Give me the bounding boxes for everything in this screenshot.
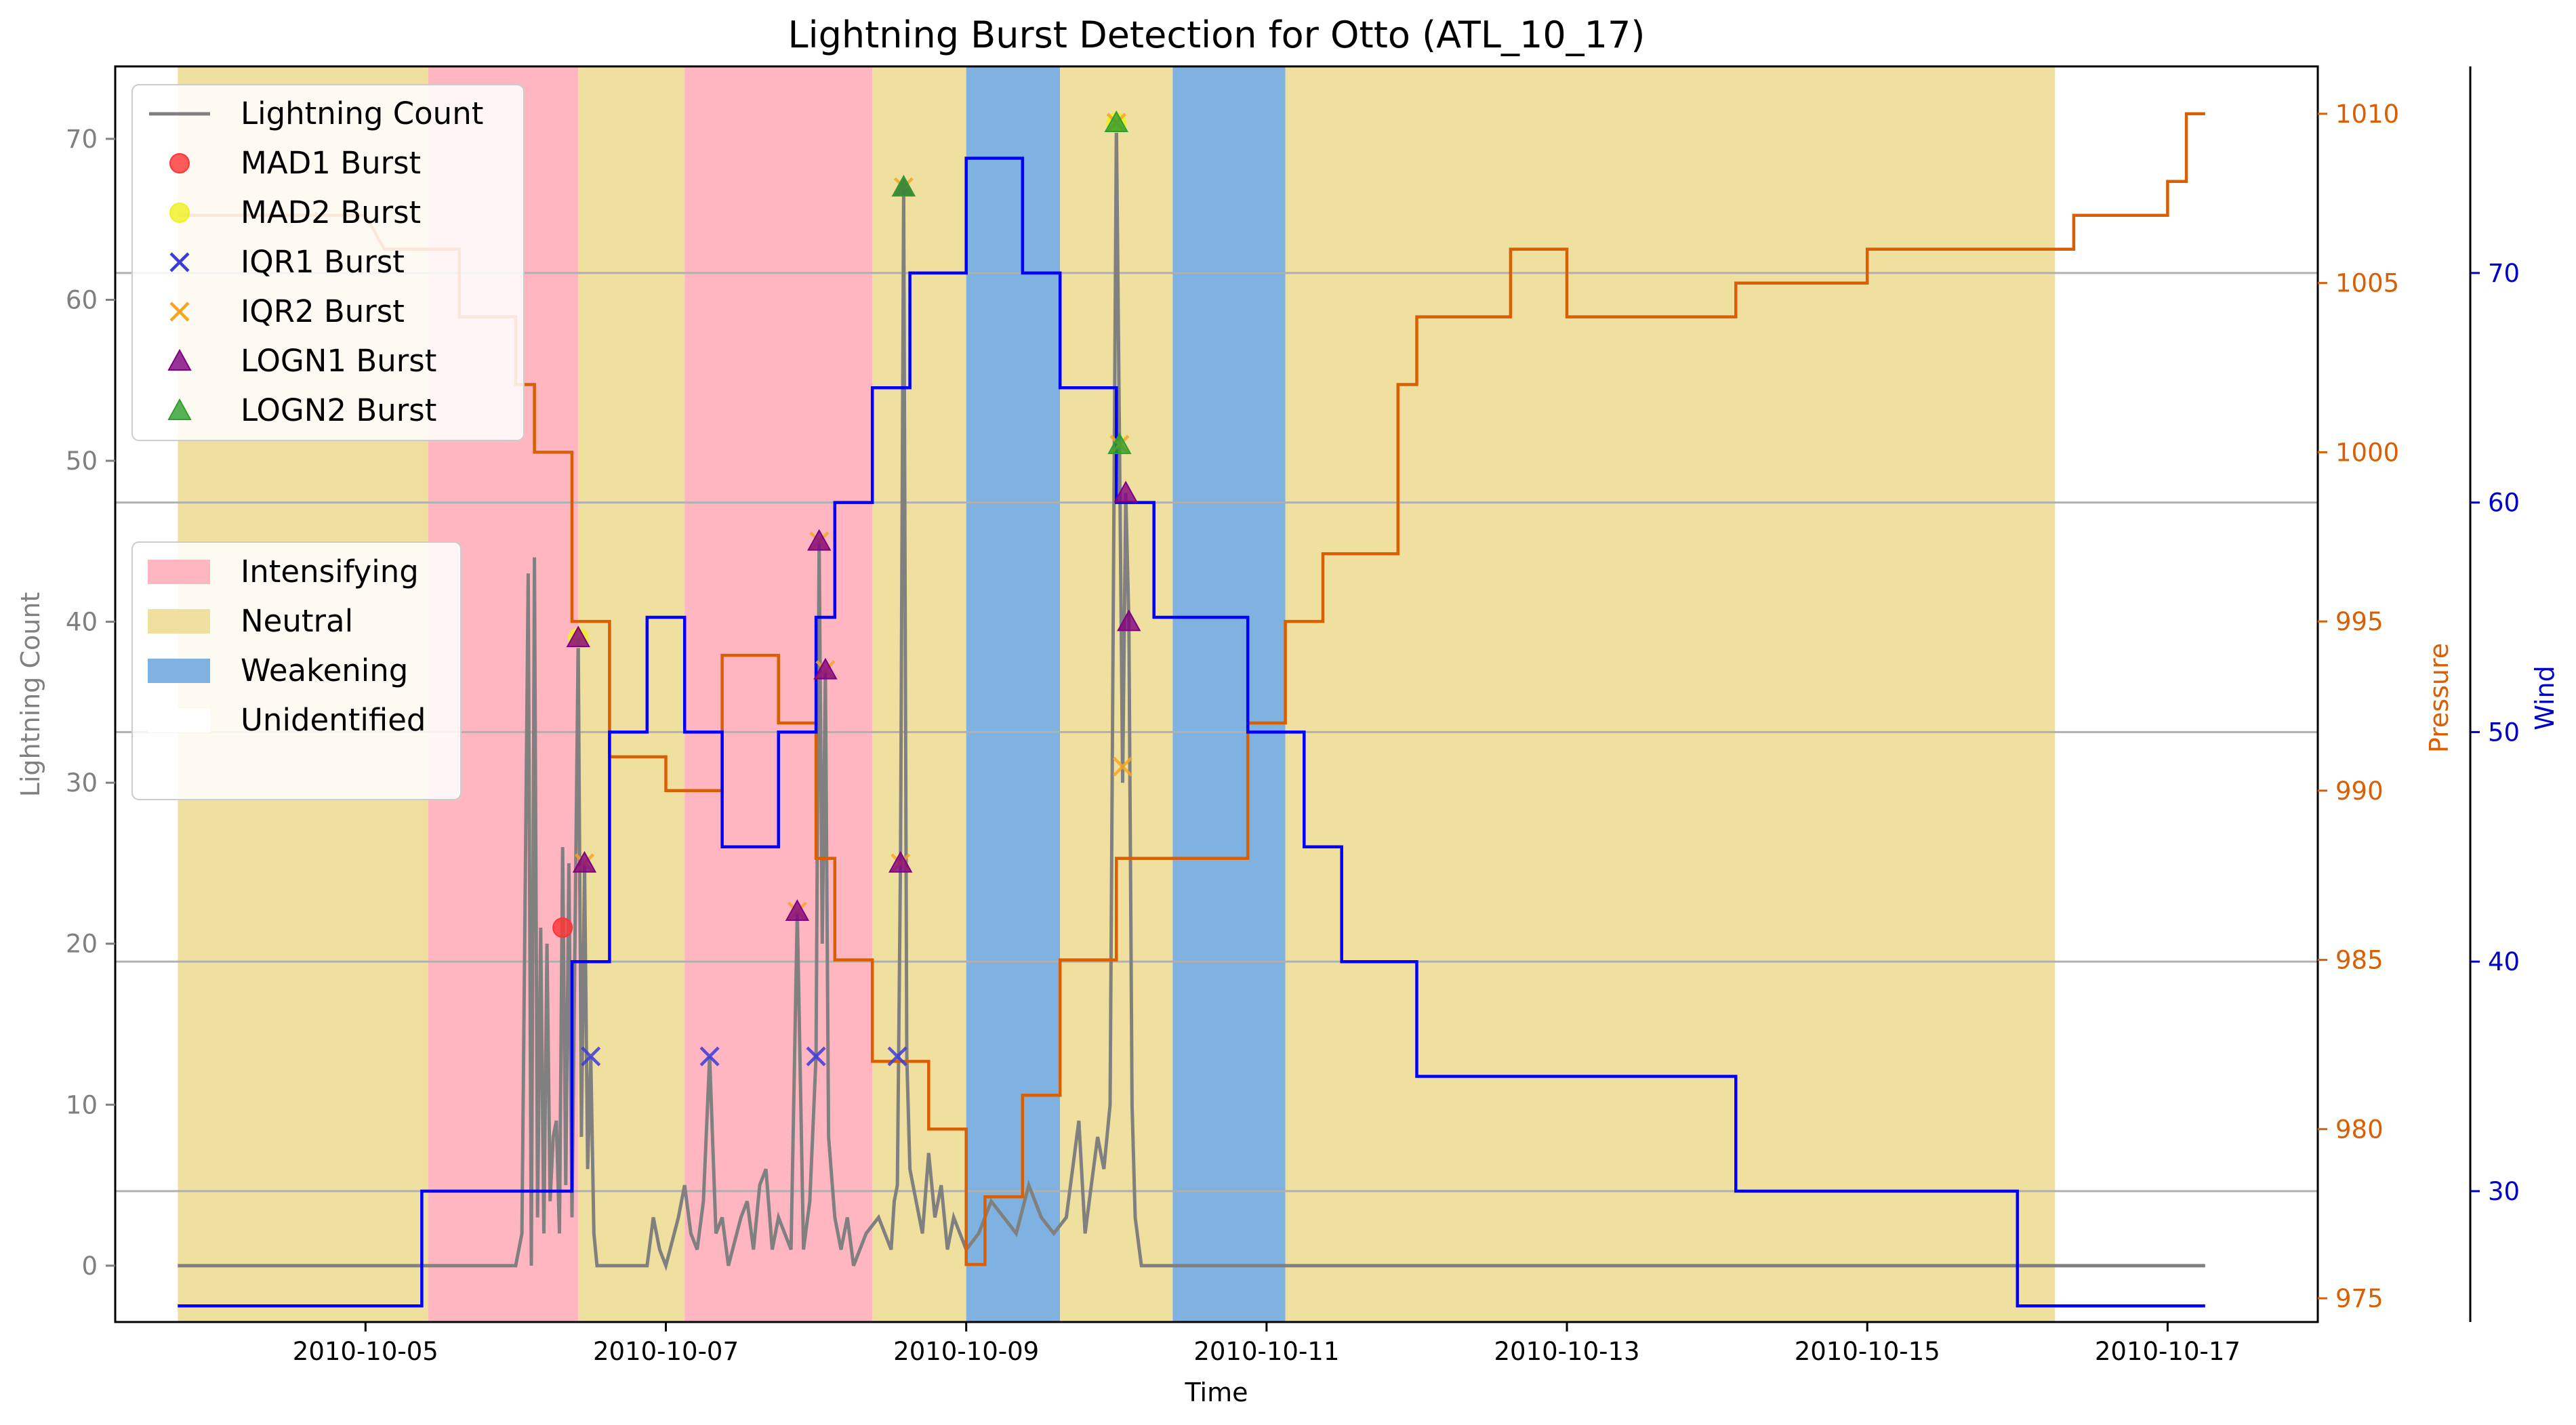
- logn2-burst-marker: [1107, 432, 1132, 455]
- x-tick-label: 2010-10-17: [2095, 1337, 2241, 1366]
- mad1-burst-marker: [552, 917, 573, 938]
- y-tick-label-wind: 40: [2488, 947, 2520, 976]
- legend-series-label: MAD1 Burst: [241, 145, 421, 181]
- legend-key-circle: [169, 153, 190, 173]
- legend-series-box: [131, 84, 525, 441]
- x-tick-label: 2010-10-11: [1193, 1337, 1339, 1366]
- legend-series-label: LOGN2 Burst: [241, 392, 436, 428]
- logn1-burst-marker: [566, 625, 590, 648]
- legend-key-cross: [169, 252, 190, 272]
- y-tick-label-pressure: 1000: [2335, 438, 2399, 467]
- x-tick-label: 2010-10-07: [593, 1337, 739, 1366]
- y-tick-label-lightning: 10: [66, 1090, 98, 1119]
- y-tick-label-lightning: 30: [66, 768, 98, 798]
- y-tick-label-pressure: 1005: [2335, 269, 2399, 298]
- axes: 2010-10-05 2010-10-07 2010-10-09 2010-10-11…: [66, 66, 2520, 1366]
- y-tick-label-wind: 60: [2488, 489, 2520, 518]
- legend-key-phase: [148, 560, 210, 584]
- legend-series-label: LOGN1 Burst: [241, 343, 436, 379]
- phase-band-weakening: [1172, 66, 1286, 1322]
- legend-phases: Intensifying Neutral Weakening Unidentified: [131, 541, 462, 800]
- y-tick-label-pressure: 980: [2335, 1115, 2384, 1144]
- legend-phase-label: Weakening: [241, 653, 408, 688]
- wind-line: [178, 157, 2205, 1308]
- y-tick-label-pressure: 1010: [2335, 100, 2399, 129]
- phase-band-neutral: [872, 66, 966, 1322]
- legend-key-triangle: [167, 398, 192, 420]
- legend-series-label: MAD2 Burst: [241, 194, 421, 230]
- iqr1-burst-marker: [887, 1046, 907, 1067]
- legend-phase-label: Neutral: [241, 603, 353, 639]
- y-tick-label-pressure: 995: [2335, 607, 2384, 636]
- y-tick-label-lightning: 40: [66, 608, 98, 637]
- x-tick-label: 2010-10-13: [1494, 1337, 1640, 1366]
- phase-band-neutral: [1285, 66, 2056, 1322]
- x-tick-label: 2010-10-09: [893, 1337, 1039, 1366]
- y-axis-label-lightning: Lightning Count: [16, 592, 45, 798]
- iqr1-burst-marker: [581, 1046, 601, 1067]
- y-tick-label-pressure: 985: [2335, 946, 2384, 975]
- iqr2-burst-marker: [1112, 756, 1133, 777]
- logn2-burst-marker: [891, 175, 916, 197]
- legend-key-phase: [148, 708, 210, 732]
- phase-band-neutral: [578, 66, 685, 1322]
- legend-phase-label: Unidentified: [241, 702, 426, 738]
- legend-key-phase: [148, 609, 210, 634]
- y-tick-label-pressure: 990: [2335, 777, 2384, 806]
- logn1-burst-marker: [572, 850, 597, 873]
- logn1-burst-marker: [1113, 480, 1138, 503]
- y-tick-label-lightning: 50: [66, 447, 98, 476]
- y-tick-label-lightning: 70: [66, 125, 98, 154]
- chart-title: Lightning Burst Detection for Otto (ATL_…: [788, 14, 1645, 56]
- y-tick-label-wind: 50: [2488, 718, 2520, 747]
- legend-series-label: IQR1 Burst: [241, 244, 405, 280]
- y-tick-label-lightning: 20: [66, 930, 98, 959]
- legend-series: Lightning Count MAD1 Burst MAD2 Burst IQR1 …: [131, 84, 525, 441]
- logn1-burst-marker: [1117, 609, 1141, 632]
- phase-band-weakening: [966, 66, 1061, 1322]
- x-tick-label: 2010-10-15: [1795, 1337, 1940, 1366]
- y-tick-label-lightning: 60: [66, 285, 98, 314]
- iqr1-burst-marker: [806, 1046, 826, 1067]
- y-tick-label-wind: 30: [2488, 1177, 2520, 1206]
- burst-markers: [552, 110, 1141, 1067]
- plot-frame: [114, 65, 2319, 1323]
- iqr1-burst-marker: [699, 1046, 720, 1067]
- legend-key-triangle: [167, 348, 192, 371]
- logn1-burst-marker: [813, 657, 838, 680]
- y-tick-label-pressure: 975: [2335, 1284, 2384, 1313]
- y-tick-label-wind: 70: [2488, 259, 2520, 288]
- x-axis-label: Time: [1185, 1378, 1248, 1407]
- legend-key-phase: [148, 659, 210, 683]
- legend-series-label: IQR2 Burst: [241, 293, 405, 329]
- x-tick-label: 2010-10-05: [293, 1337, 438, 1366]
- legend-key-cross: [169, 302, 190, 322]
- legend-phases-box: [131, 541, 462, 800]
- logn2-burst-marker: [1104, 110, 1128, 132]
- legend-key-circle: [169, 203, 190, 223]
- y-tick-label-lightning: 0: [81, 1252, 98, 1281]
- y-axis-label-wind: Wind: [2530, 665, 2560, 730]
- legend-phase-label: Intensifying: [241, 554, 419, 590]
- logn1-burst-marker: [888, 850, 913, 873]
- legend-series-label: Lightning Count: [241, 96, 483, 131]
- y-axis-label-pressure: Pressure: [2424, 643, 2454, 753]
- logn1-burst-marker: [807, 529, 832, 551]
- pressure-line: [178, 112, 2205, 1266]
- logn1-burst-marker: [785, 899, 810, 922]
